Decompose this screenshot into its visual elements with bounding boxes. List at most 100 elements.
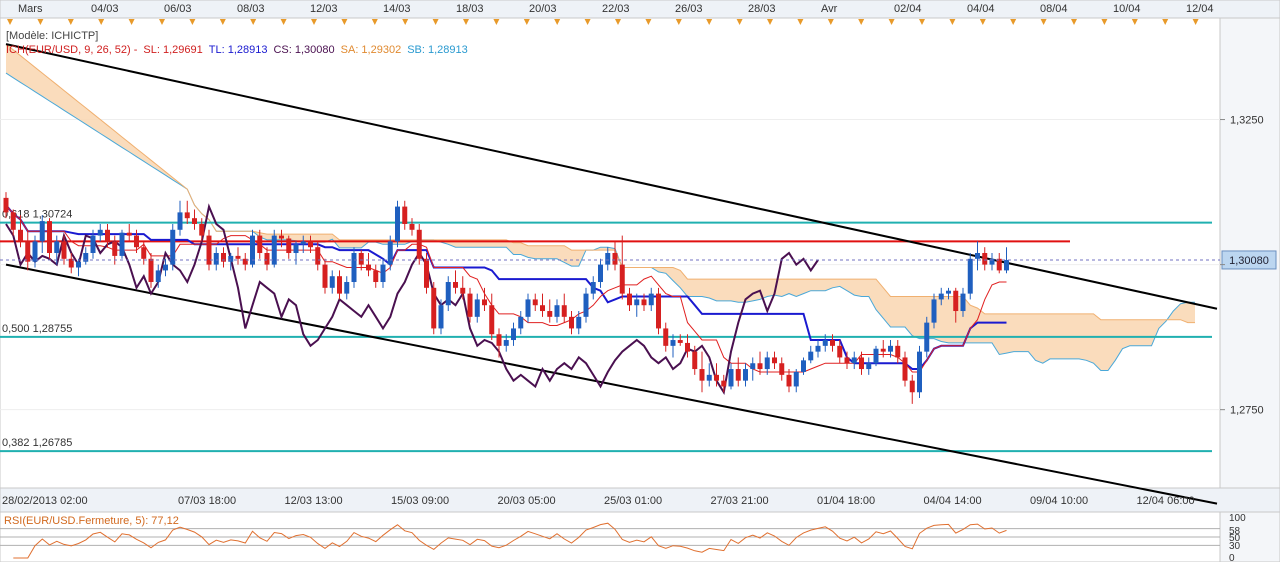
bottom-time-label: 15/03 09:00 (391, 495, 449, 507)
candle-body (467, 293, 473, 317)
event-marker (371, 19, 378, 25)
bottom-time-labels: 28/02/2013 02:00 07/03 18:00 12/03 13:00 15… (2, 495, 1195, 507)
candle-body (569, 316, 574, 329)
candle-body (670, 340, 676, 346)
candle-body (97, 229, 103, 236)
candle-body (554, 305, 560, 317)
candle-body (242, 258, 248, 265)
candle-body (866, 363, 872, 370)
event-marker (1071, 19, 1077, 25)
candle-body (692, 351, 698, 370)
event-marker (675, 19, 682, 25)
model-label: [Modèle: ICHICTP] (6, 30, 99, 42)
candle-body (714, 374, 719, 381)
top-date-label: 08/03 (237, 3, 265, 15)
event-marker (1192, 19, 1199, 25)
candle-body (322, 264, 328, 288)
candle-body (757, 363, 763, 370)
candle-body (576, 316, 582, 329)
rsi-axis (1219, 511, 1280, 563)
candle-body (634, 299, 640, 306)
event-marker (98, 19, 105, 25)
candle-body (909, 380, 915, 393)
event-markers (7, 19, 1199, 25)
candle-body (148, 258, 154, 283)
candle-body (982, 253, 988, 265)
candle-body (851, 357, 857, 364)
candle-body (112, 241, 118, 256)
candle-body (402, 206, 408, 224)
top-date-label: 20/03 (529, 3, 557, 15)
candle-body (25, 241, 31, 262)
candle-body (358, 253, 364, 265)
event-marker (189, 19, 196, 25)
event-marker (858, 19, 865, 25)
event-marker (67, 19, 74, 25)
candle-body (177, 212, 183, 230)
candle-body (706, 374, 712, 381)
candle-body (699, 369, 705, 381)
top-date-label: 14/03 (383, 3, 411, 15)
candle-body (373, 270, 379, 283)
event-marker (919, 19, 925, 25)
candle-body (946, 290, 951, 294)
event-marker (250, 19, 257, 25)
candle-body (460, 287, 466, 294)
top-date-label: Avr (821, 3, 838, 15)
top-date-label: 12/04 (1186, 3, 1214, 15)
candle-body (300, 241, 306, 245)
candle-body (416, 229, 422, 259)
candle-body (583, 293, 589, 317)
candle-body (924, 322, 930, 352)
candle-body (627, 293, 632, 306)
candle-body (685, 342, 690, 352)
event-marker (827, 19, 834, 25)
top-date-labels: Mars 04/03 06/03 08/03 12/03 14/03 18/03 20/03 2… (18, 3, 1214, 15)
candle-body (366, 264, 371, 271)
candle-body (641, 299, 647, 306)
candle-body (409, 223, 415, 230)
candle-body (677, 340, 683, 343)
bottom-time-label: 28/02/2013 02:00 (2, 495, 88, 507)
candle-body (830, 340, 835, 346)
candle-body (337, 276, 342, 294)
candle-body (445, 282, 451, 306)
candle-body (329, 276, 335, 288)
candle-body (482, 299, 487, 306)
current-price-box (1221, 250, 1277, 270)
candle-body (779, 363, 785, 375)
candle-body (721, 380, 727, 387)
candle-body (598, 264, 603, 283)
candle-body (735, 369, 741, 381)
candle-body (10, 212, 16, 230)
candle-body (126, 232, 132, 236)
candle-body (888, 345, 893, 352)
candle-body (61, 241, 67, 259)
candle-body (308, 241, 313, 248)
candle-body (801, 360, 806, 372)
candle-body (953, 290, 959, 312)
rsi-axis-label: 100 (1229, 513, 1246, 524)
candle-body (431, 287, 437, 329)
candle-body (503, 340, 509, 346)
candle-body (83, 253, 89, 262)
candle-body (293, 244, 299, 253)
candle-body (772, 357, 777, 364)
bottom-time-label: 12/03 13:00 (285, 495, 343, 507)
event-marker (159, 19, 165, 25)
event-marker (1162, 19, 1169, 25)
candle-body (489, 305, 495, 335)
candle-body (315, 247, 321, 265)
event-marker (1040, 19, 1047, 25)
rsi-axis-label: 50 (1229, 533, 1241, 544)
top-date-label: 04/03 (91, 3, 119, 15)
top-date-label: 28/03 (748, 3, 776, 15)
candle-body (453, 282, 458, 288)
top-date-label: Mars (18, 3, 43, 15)
current-price-marker: 1,30080 (0, 250, 1277, 270)
bottom-time-label: 12/04 06:00 (1137, 495, 1195, 507)
legend-values-row: ICH(EUR/USD, 9, 26, 52) - SL: 1,29691 TL: … (6, 43, 474, 57)
ichimoku-legend: [Modèle: ICHICTP] ICH(EUR/USD, 9, 26, 52… (6, 29, 474, 57)
